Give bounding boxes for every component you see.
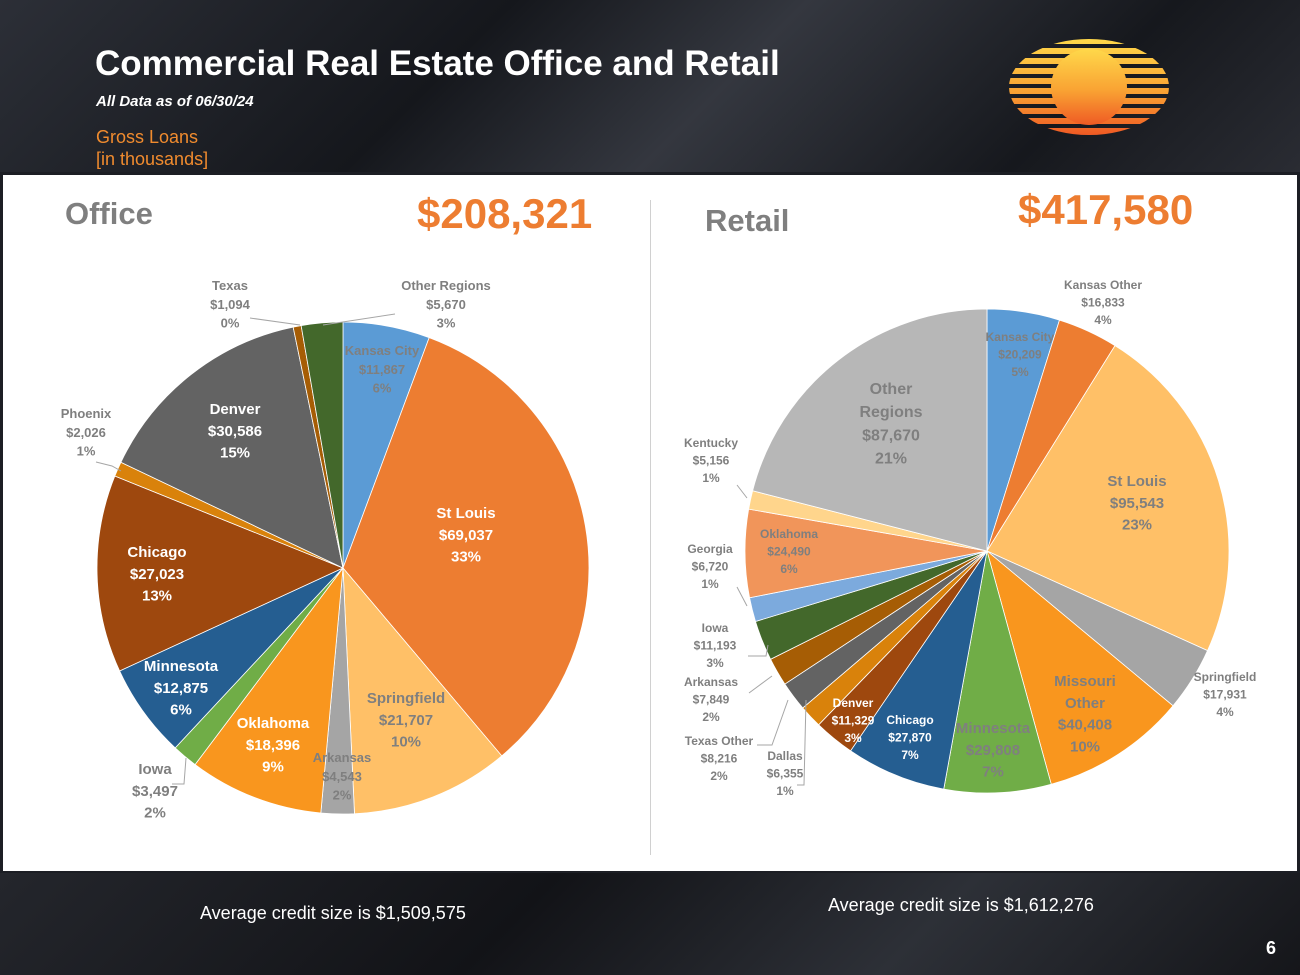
retail-data-label-minnesota: Minnesota $29,808 7% — [956, 720, 1031, 781]
units-note-line2: [in thousands] — [96, 149, 209, 169]
office-data-label-arkansas: Arkansas $4,543 2% — [313, 750, 372, 803]
office-data-label-denver: Denver $30,586 15% — [208, 401, 262, 462]
office-leader-line-other-regions — [322, 313, 396, 326]
office-leader-line-iowa — [172, 757, 187, 785]
retail-data-label-kentucky: Kentucky $5,156 1% — [684, 436, 738, 485]
office-slice-chicago — [96, 475, 345, 672]
retail-average-credit: Average credit size is $1,612,276 — [828, 895, 1094, 915]
office-data-label-phoenix: Phoenix $2,026 1% — [61, 406, 112, 459]
office-section-title: Office — [65, 196, 153, 231]
page-number: 6 — [1266, 938, 1277, 958]
sun-stripes-logo-icon — [1009, 39, 1169, 135]
section-divider — [650, 200, 651, 855]
office-leader-line-phoenix — [95, 461, 122, 472]
retail-data-label-chicago: Chicago $27,870 7% — [886, 713, 933, 762]
office-data-label-iowa: Iowa $3,497 2% — [132, 761, 178, 822]
retail-data-label-st-louis: St Louis $95,543 23% — [1107, 473, 1166, 534]
page-subtitle: All Data as of 06/30/24 — [96, 93, 254, 110]
retail-leader-line-texas-other — [757, 699, 789, 746]
office-average-credit: Average credit size is $1,509,575 — [200, 903, 466, 923]
units-note: Gross Loans [in thousands] — [96, 126, 208, 170]
retail-leader-line-kentucky — [736, 484, 748, 499]
retail-total: $417,580 — [1018, 186, 1194, 233]
office-data-label-other-regions: Other Regions $5,670 3% — [401, 278, 491, 331]
office-data-label-chicago: Chicago $27,023 13% — [127, 544, 186, 605]
retail-slice-st-louis — [986, 345, 1230, 652]
retail-data-label-denver: Denver $11,329 3% — [832, 696, 875, 745]
office-data-label-texas: Texas $1,094 0% — [210, 278, 251, 331]
office-data-label-oklahoma: Oklahoma $18,396 9% — [237, 715, 310, 776]
retail-data-label-kansas-other: Kansas Other $16,833 4% — [1064, 278, 1142, 327]
retail-data-label-other-regions: Other Regions $87,670 21% — [859, 381, 922, 468]
retail-leader-line-dallas — [797, 699, 807, 786]
office-data-label-kansas-city: Kansas City $11,867 6% — [345, 343, 420, 396]
office-leader-line-texas — [249, 317, 301, 326]
retail-slice-missouri-other — [986, 549, 1174, 785]
retail-leader-line-georgia — [736, 586, 748, 607]
office-slice-st-louis — [342, 337, 590, 757]
retail-data-label-texas-other: Texas Other $8,216 2% — [685, 734, 754, 783]
retail-data-label-oklahoma: Oklahoma $24,490 6% — [760, 527, 818, 576]
retail-data-label-springfield: Springfield $17,931 4% — [1194, 670, 1257, 719]
office-data-label-springfield: Springfield $21,707 10% — [367, 690, 445, 751]
office-slice-denver — [120, 326, 344, 569]
office-data-label-st-louis: St Louis $69,037 33% — [436, 505, 495, 566]
retail-data-label-georgia: Georgia $6,720 1% — [687, 542, 733, 591]
retail-data-label-iowa: Iowa $11,193 3% — [694, 621, 737, 670]
retail-data-label-missouri-other: Missouri Other $40,408 10% — [1054, 673, 1116, 755]
office-slice-oklahoma — [194, 566, 344, 814]
retail-leader-line-iowa — [748, 644, 769, 657]
retail-slice-other-regions — [752, 308, 988, 552]
office-data-label-minnesota: Minnesota $12,875 6% — [144, 658, 219, 719]
retail-data-label-dallas: Dallas $6,355 1% — [767, 749, 804, 798]
units-note-line1: Gross Loans — [96, 127, 199, 147]
retail-data-label-arkansas: Arkansas $7,849 2% — [684, 675, 738, 724]
retail-leader-line-arkansas — [748, 675, 773, 694]
page-title: Commercial Real Estate Office and Retail — [95, 44, 780, 83]
office-slice-springfield — [342, 566, 503, 815]
retail-section-title: Retail — [705, 203, 790, 238]
retail-slice-minnesota — [943, 550, 1052, 794]
office-total: $208,321 — [417, 190, 593, 237]
footer-banner — [0, 873, 1300, 975]
retail-data-label-kansas-city: Kansas City $20,209 5% — [986, 330, 1055, 379]
